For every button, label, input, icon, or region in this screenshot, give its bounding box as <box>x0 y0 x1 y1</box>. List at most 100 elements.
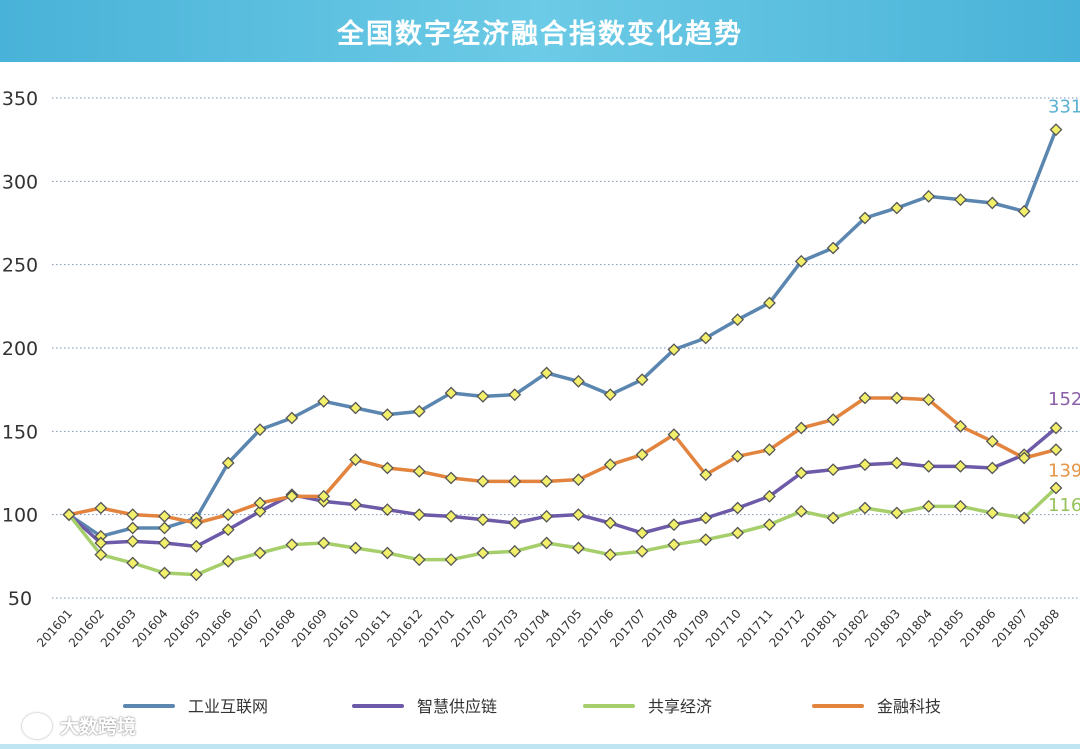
y-tick-label: 50 <box>8 588 32 610</box>
data-point <box>858 458 872 472</box>
data-point <box>699 533 713 547</box>
data-point <box>1049 481 1063 495</box>
data-point <box>667 343 681 357</box>
data-point <box>826 413 840 427</box>
data-point <box>508 474 522 488</box>
y-tick-label: 250 <box>2 255 38 277</box>
data-point <box>954 419 967 433</box>
data-point <box>476 389 490 403</box>
brand-logo-icon <box>22 712 52 739</box>
data-point <box>349 541 362 555</box>
data-point <box>1017 204 1031 218</box>
legend-item-3: 共享经济 <box>583 697 712 716</box>
data-point <box>540 366 553 380</box>
data-point <box>540 536 553 550</box>
data-point <box>794 254 808 268</box>
data-point <box>444 471 458 485</box>
y-tick-label: 350 <box>2 88 38 110</box>
data-point <box>189 516 203 530</box>
data-point <box>444 509 458 523</box>
data-point <box>126 534 140 548</box>
end-value-label: 116 <box>1048 495 1080 516</box>
data-point <box>476 546 490 560</box>
data-point <box>922 499 936 513</box>
data-point <box>890 201 904 215</box>
data-point <box>922 393 936 407</box>
data-point <box>1049 443 1063 457</box>
end-value-label: 139 <box>1048 461 1080 482</box>
y-tick-label: 150 <box>2 421 38 443</box>
data-point <box>94 501 108 515</box>
data-point <box>189 568 203 582</box>
data-point <box>667 538 681 552</box>
data-point <box>985 434 999 448</box>
data-point <box>731 526 745 540</box>
data-point <box>954 459 967 473</box>
data-point <box>858 391 872 405</box>
data-point <box>826 463 840 477</box>
data-point <box>985 506 999 520</box>
data-point <box>94 548 108 562</box>
data-point <box>412 508 426 522</box>
data-point <box>794 504 808 518</box>
data-point <box>731 313 745 327</box>
data-point <box>285 538 299 552</box>
data-point <box>317 394 331 408</box>
data-point <box>1049 421 1063 435</box>
data-point <box>285 411 299 425</box>
data-point <box>731 501 745 515</box>
data-point <box>826 511 840 525</box>
series-line-1 <box>67 127 1058 539</box>
data-point <box>572 541 585 555</box>
y-tick-label: 100 <box>2 505 38 527</box>
data-point <box>1017 511 1031 525</box>
data-point <box>603 548 617 562</box>
data-point <box>667 428 681 442</box>
series-line-4 <box>67 396 1058 525</box>
end-value-label: 152 <box>1048 389 1080 410</box>
watermark: 大数跨境 <box>22 712 136 739</box>
data-point <box>317 489 331 503</box>
data-point <box>890 456 904 470</box>
y-tick-label: 200 <box>2 338 38 360</box>
data-point <box>635 373 649 387</box>
data-point <box>158 536 171 550</box>
data-point <box>380 503 394 517</box>
data-point <box>763 296 776 310</box>
data-point <box>540 474 553 488</box>
data-point <box>635 544 649 558</box>
data-point <box>603 388 617 402</box>
watermark-text: 大数跨境 <box>60 716 137 738</box>
data-point <box>858 501 872 515</box>
data-point <box>763 518 776 532</box>
data-point <box>985 196 999 210</box>
data-point <box>572 374 585 388</box>
legend-item-1: 工业互联网 <box>123 697 268 716</box>
data-point <box>858 211 872 225</box>
data-point <box>794 421 808 435</box>
data-point <box>412 553 426 567</box>
data-point <box>126 556 140 570</box>
data-point <box>158 521 171 535</box>
data-point <box>954 499 967 513</box>
chart-title: 全国数字经济融合指数变化趋势 <box>337 18 743 50</box>
data-point <box>826 241 840 255</box>
data-point <box>572 508 585 522</box>
data-point <box>221 523 235 537</box>
data-point <box>603 458 617 472</box>
series-line-3 <box>67 486 1058 577</box>
data-point <box>763 443 776 457</box>
data-point <box>158 509 171 523</box>
data-point <box>922 189 936 203</box>
data-point <box>1049 123 1063 137</box>
data-point <box>508 516 522 530</box>
data-point <box>508 544 522 558</box>
data-point <box>285 489 299 503</box>
data-point <box>572 473 585 487</box>
data-point <box>349 453 362 467</box>
legend-item-4: 金融科技 <box>812 697 941 716</box>
series-markers-4 <box>62 391 1063 530</box>
data-point <box>221 508 235 522</box>
bottom-strip <box>0 744 1080 749</box>
data-point <box>444 386 458 400</box>
